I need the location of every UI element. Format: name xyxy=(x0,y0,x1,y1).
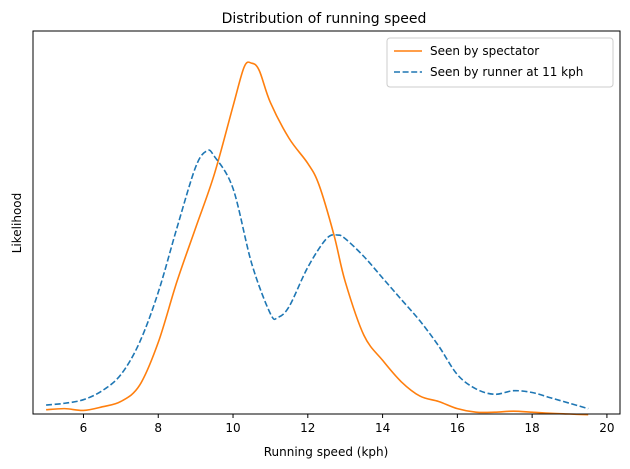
x-tick-label: 18 xyxy=(524,421,539,435)
legend-label: Seen by spectator xyxy=(430,44,539,58)
chart-title: Distribution of running speed xyxy=(222,11,427,27)
x-tick-label: 6 xyxy=(80,421,88,435)
legend-box xyxy=(386,37,614,88)
y-axis-label: Likelihood xyxy=(10,193,24,254)
x-tick-label: 14 xyxy=(375,421,390,435)
x-tick-label: 10 xyxy=(225,421,240,435)
legend-label: Seen by runner at 11 kph xyxy=(430,65,583,79)
series-line-2 xyxy=(46,149,589,410)
series-line-1 xyxy=(46,61,589,416)
plot-frame xyxy=(32,30,621,415)
x-tick-label: 8 xyxy=(154,421,162,435)
x-tick-label: 16 xyxy=(450,421,465,435)
x-axis-label: Running speed (kph) xyxy=(264,445,389,459)
x-tick-label: 20 xyxy=(599,421,614,435)
plot-lines xyxy=(46,61,589,416)
x-tick-label: 12 xyxy=(300,421,315,435)
x-axis-ticks: 6 8 10 12 14 16 18 20 xyxy=(80,414,615,435)
legend: Seen by spectator Seen by runner at 11 kp… xyxy=(386,37,614,88)
